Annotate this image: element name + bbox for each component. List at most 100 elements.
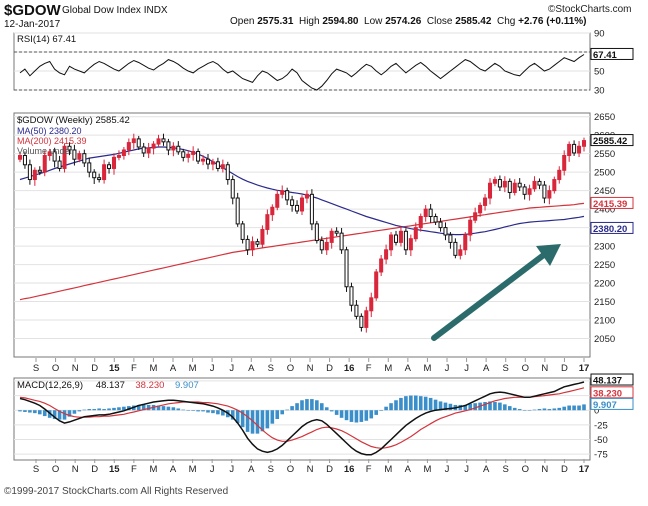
histogram-value-tag: 9.907 <box>593 400 617 411</box>
macd-histogram-bar <box>250 410 255 434</box>
macd-value-tag-box <box>590 373 634 386</box>
macd-histogram-bar <box>458 404 463 411</box>
macd-histogram-bar <box>409 395 413 411</box>
price-tick-label: 2100 <box>594 316 615 327</box>
trend-arrow-shaft <box>431 251 548 341</box>
candle-body <box>359 315 364 328</box>
macd-histogram-bar <box>211 410 215 414</box>
macd-histogram-bar <box>418 396 423 411</box>
candle-body <box>151 143 156 149</box>
ma50-value-tag: 2380.20 <box>593 224 627 235</box>
candle-body <box>354 304 359 317</box>
symbol-title: $GDOW <box>4 2 61 19</box>
price-x-month-label: 16 <box>344 363 355 374</box>
macd-x-month-label: N <box>72 464 79 475</box>
macd-histogram-bar <box>389 403 393 411</box>
ma200-legend: MA(200) 2415.39 <box>17 136 87 146</box>
macd-histogram-bar <box>201 410 205 412</box>
macd-x-month-label: N <box>307 464 314 475</box>
candle-body <box>492 179 497 184</box>
candle-body <box>463 234 468 251</box>
candle-body <box>324 241 329 251</box>
candle-body <box>443 227 448 236</box>
close-value: 2585.42 <box>455 16 492 27</box>
macd-histogram-bar <box>339 410 344 418</box>
close-value-tag-box <box>590 134 634 147</box>
candle-body <box>285 190 290 201</box>
histogram-value-tag-box <box>590 397 634 410</box>
macd-x-month-label: D <box>91 464 98 475</box>
macd-x-month-label: J <box>210 464 215 475</box>
macd-legend-signal: 38.230 <box>135 380 164 391</box>
macd-histogram-bar <box>23 410 27 412</box>
price-tick-label: 2200 <box>594 279 615 290</box>
candle-body <box>42 155 47 173</box>
candle-body <box>507 180 512 193</box>
candle-body <box>329 230 334 243</box>
price-x-month-label: O <box>52 363 59 374</box>
candle-body <box>448 234 453 243</box>
macd-histogram-bar <box>537 409 542 411</box>
macd-x-month-label: N <box>541 464 548 475</box>
candle-body <box>379 258 384 273</box>
macd-histogram-bar <box>270 410 275 424</box>
macd-histogram-bar <box>37 410 42 415</box>
candle-body <box>82 153 87 164</box>
macd-x-month-label: 15 <box>109 464 120 475</box>
macd-tick-label: -25 <box>594 420 608 431</box>
candle-body <box>181 151 186 158</box>
candle-body <box>290 199 295 206</box>
candle-body <box>304 193 309 199</box>
close-label: Close <box>426 16 453 27</box>
candle-body <box>220 164 225 169</box>
signal-value-tag: 38.230 <box>593 388 622 399</box>
price-x-month-label: A <box>405 363 412 374</box>
macd-histogram-bar <box>255 410 260 434</box>
ma50-value-tag-box <box>590 221 634 234</box>
price-x-month-label: D <box>326 363 333 374</box>
candle-body <box>141 146 146 154</box>
macd-x-month-label: D <box>561 464 568 475</box>
macd-histogram-bar <box>374 410 379 415</box>
macd-histogram-bar <box>527 410 532 411</box>
price-x-month-label: J <box>464 363 469 374</box>
candle-body <box>215 161 220 169</box>
macd-x-month-label: J <box>445 464 450 475</box>
candle-body <box>77 153 82 160</box>
macd-histogram-bar <box>493 402 497 411</box>
candle-body <box>522 186 527 195</box>
price-panel <box>13 112 591 358</box>
macd-histogram-bar <box>181 409 186 411</box>
rsi-value-tag: 67.41 <box>593 50 617 61</box>
trend-arrow-head <box>536 244 561 266</box>
rsi-tick-label: 30 <box>594 86 605 97</box>
candle-body <box>37 169 42 173</box>
macd-histogram-bar <box>364 410 369 421</box>
macd-signal-line <box>19 387 585 449</box>
price-x-month-label: N <box>307 363 314 374</box>
candle-body <box>52 151 57 162</box>
macd-histogram-bar <box>166 406 171 411</box>
macd-legend-histogram: 9.907 <box>175 380 199 391</box>
candle-body <box>309 193 314 225</box>
macd-histogram-bar <box>42 410 47 417</box>
candle-body <box>171 145 176 151</box>
candle-body <box>92 171 97 179</box>
price-tick-label: 2300 <box>594 242 615 253</box>
price-x-month-label: F <box>366 363 372 374</box>
price-tick-label: 2550 <box>594 149 615 160</box>
price-x-month-label: S <box>33 363 39 374</box>
candle-body <box>280 190 285 195</box>
macd-histogram-bar <box>52 410 57 419</box>
ohlc-summary: Open 2575.31 High 2594.80 Low 2574.26 Cl… <box>230 16 587 27</box>
ma200-line <box>19 202 585 301</box>
macd-histogram-bar <box>235 410 240 424</box>
rsi-tick-label: 90 <box>594 29 605 40</box>
candle-body <box>497 179 502 188</box>
candle-body <box>156 138 161 145</box>
macd-histogram-bar <box>384 406 388 411</box>
low-value: 2574.26 <box>385 16 422 27</box>
macd-histogram-bar <box>300 400 304 411</box>
